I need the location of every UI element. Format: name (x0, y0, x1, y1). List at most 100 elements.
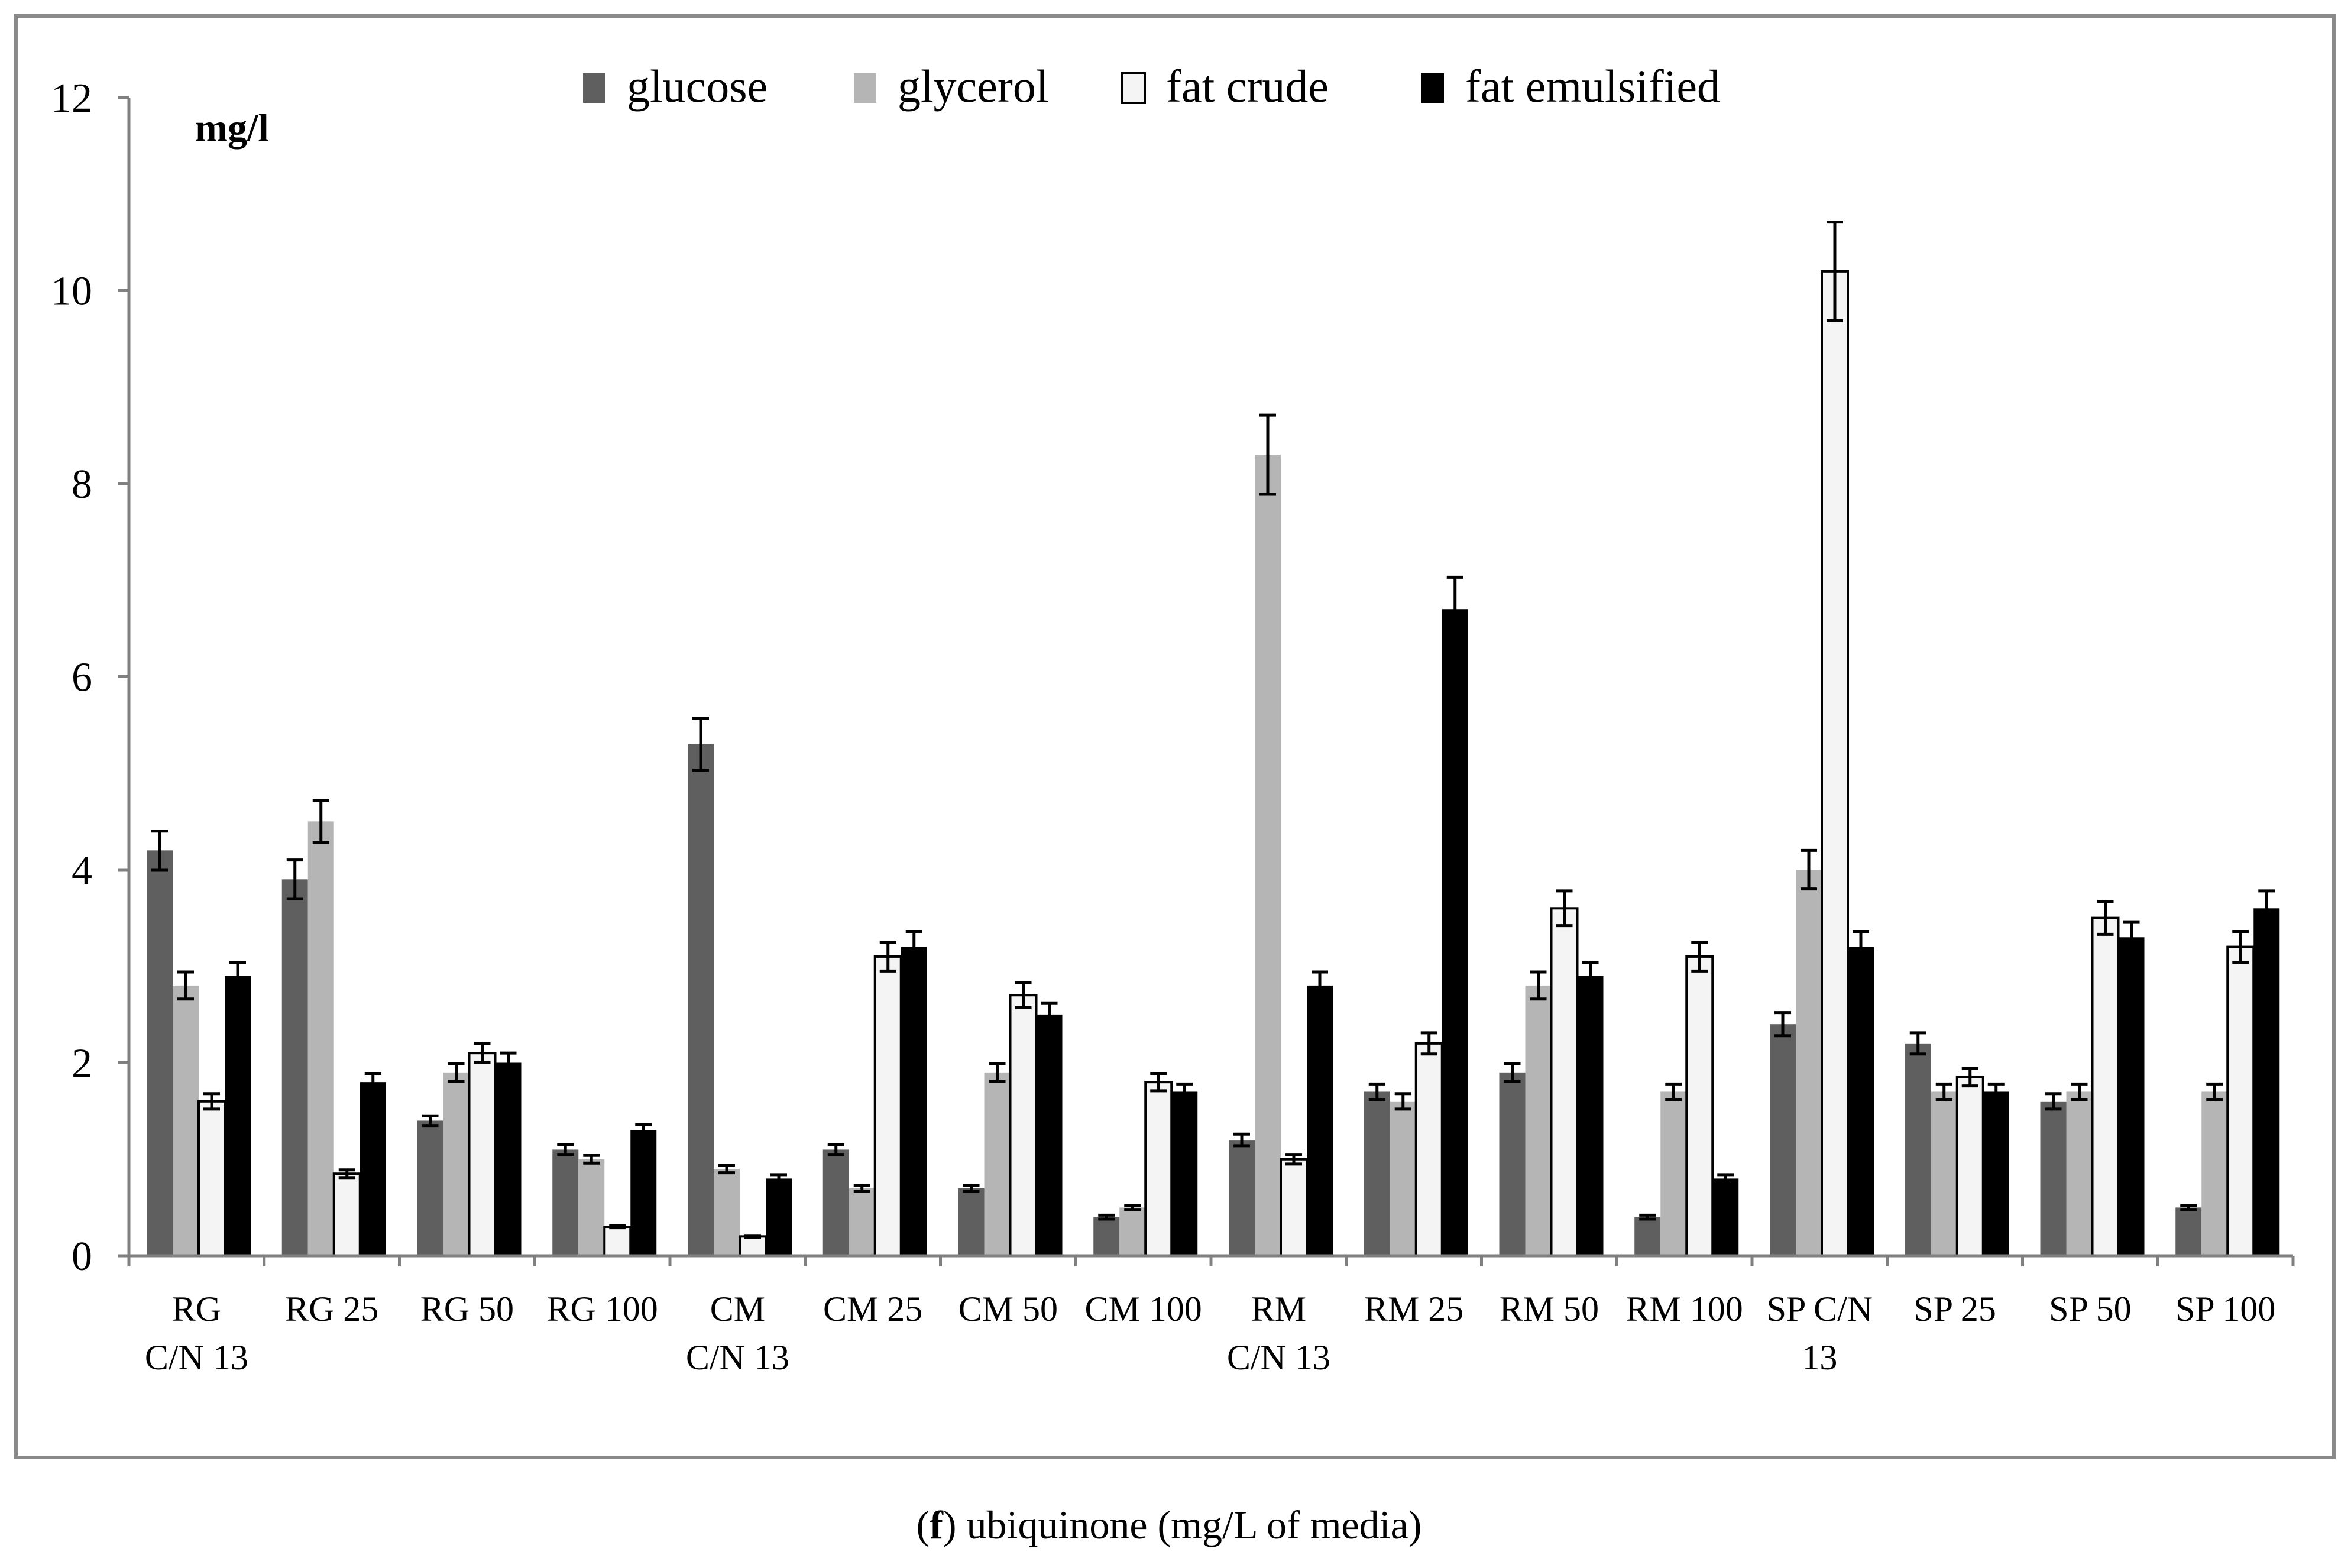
bar-glucose (1499, 1072, 1526, 1256)
bar-fat-crude (739, 1235, 767, 1258)
bar-glucose (2040, 1101, 2067, 1256)
bar-glycerol (1119, 1207, 1146, 1256)
bar-fat-emulsified (495, 1062, 522, 1256)
bar-glucose (1634, 1217, 1661, 1256)
y-tick-label: 8 (72, 462, 92, 507)
x-tick-label: C/N 13 (686, 1338, 789, 1377)
bar-fat-crude (1144, 1081, 1173, 1258)
bar-fat-emulsified (2118, 937, 2145, 1256)
bar-fat-crude (1550, 907, 1579, 1258)
legend-label-fat-crude: fat crude (1166, 60, 1329, 112)
x-tick-label: SP 50 (2049, 1290, 2132, 1329)
bar-glycerol (2201, 1091, 2228, 1256)
y-tick-label: 0 (72, 1234, 92, 1279)
bar-fat-crude (2091, 916, 2120, 1257)
y-tick-label: 6 (72, 655, 92, 701)
figure-caption: (f) ubiquinone (mg/L of media) (0, 1502, 2338, 1548)
bar-fat-emulsified (1442, 609, 1468, 1256)
bar-fat-emulsified (2253, 908, 2280, 1256)
x-tick-label: CM 100 (1084, 1290, 1202, 1329)
bar-fat-emulsified (630, 1130, 657, 1256)
y-tick-label: 12 (51, 76, 92, 121)
bar-fat-emulsified (1171, 1091, 1198, 1256)
bar-glycerol (984, 1072, 1011, 1256)
bar-fat-emulsified (766, 1178, 792, 1256)
bar-glucose (822, 1149, 849, 1256)
bar-fat-crude (1280, 1158, 1308, 1257)
bar-glucose (2175, 1207, 2202, 1256)
x-tick-label: RG 50 (420, 1290, 514, 1329)
legend-label-fat-emulsified: fat emulsified (1465, 60, 1720, 112)
bar-fat-emulsified (225, 976, 251, 1256)
bar-fat-emulsified (360, 1082, 386, 1256)
bar-glycerol (443, 1072, 469, 1256)
legend-swatch-glucose (583, 73, 605, 103)
bar-glycerol (578, 1159, 605, 1256)
y-tick-label: 2 (72, 1041, 92, 1087)
bar-glucose (1905, 1043, 1931, 1256)
caption-letter: f (930, 1502, 943, 1547)
x-tick-label: CM (710, 1290, 765, 1329)
x-tick-label: SP C/N (1767, 1290, 1873, 1329)
legend-swatch-fat-crude (1121, 72, 1146, 104)
bar-fat-emulsified (1712, 1178, 1739, 1256)
y-tick-label: 4 (72, 848, 92, 893)
bar-glycerol (714, 1169, 740, 1256)
x-tick-label: C/N 13 (145, 1338, 248, 1377)
x-tick-label: C/N 13 (1227, 1338, 1330, 1377)
bar-glucose (1093, 1217, 1120, 1256)
bar-fat-crude (1685, 955, 1714, 1258)
bar-fat-emulsified (1848, 947, 1874, 1256)
bar-glucose (417, 1120, 443, 1256)
x-tick-label: RG (172, 1290, 221, 1329)
x-tick-label: RM 100 (1625, 1290, 1743, 1329)
bar-glucose (281, 879, 308, 1256)
x-tick-label: RG 25 (285, 1290, 378, 1329)
legend-label-glycerol: glycerol (898, 60, 1049, 112)
bar-glucose (958, 1188, 985, 1256)
y-axis-label: mg/l (195, 106, 269, 150)
bar-fat-crude (1955, 1075, 1984, 1258)
x-tick-label: RM 50 (1500, 1290, 1599, 1329)
bar-glycerol (849, 1188, 875, 1256)
y-tick-label: 10 (51, 269, 92, 315)
bar-fat-crude (1009, 994, 1038, 1257)
bar-glucose (1364, 1091, 1390, 1256)
bar-fat-crude (332, 1172, 361, 1258)
bar-glycerol (307, 821, 334, 1256)
bar-glucose (147, 850, 173, 1256)
bar-fat-emulsified (1577, 976, 1604, 1256)
x-tick-label: RM 25 (1364, 1290, 1463, 1329)
legend-swatch-fat-emulsified (1421, 73, 1444, 103)
bar-fat-emulsified (1307, 985, 1333, 1256)
caption-text: ubiquinone (mg/L of media) (956, 1502, 1422, 1547)
legend-label-glucose: glucose (627, 60, 768, 112)
bar-glycerol (2066, 1091, 2093, 1256)
bar-glycerol (1390, 1101, 1416, 1256)
bar-glucose (1229, 1140, 1255, 1256)
x-tick-label: SP 25 (1913, 1290, 1996, 1329)
bar-fat-crude (2226, 945, 2255, 1257)
bar-fat-emulsified (901, 947, 927, 1256)
caption-open-paren: ( (916, 1502, 930, 1547)
x-tick-label: CM 50 (958, 1290, 1058, 1329)
bar-glucose (552, 1149, 579, 1256)
caption-close-paren: ) (943, 1502, 957, 1547)
bar-glycerol (1796, 870, 1822, 1256)
bar-fat-crude (468, 1052, 497, 1258)
x-tick-label: 13 (1802, 1338, 1837, 1377)
legend-swatch-glycerol (854, 73, 876, 103)
bar-fat-emulsified (1983, 1091, 2009, 1256)
x-tick-label: RM (1251, 1290, 1306, 1329)
bar-glycerol (173, 985, 199, 1256)
bar-glucose (1770, 1024, 1796, 1256)
bar-fat-crude (1821, 270, 1849, 1258)
bar-fat-crude (873, 955, 902, 1258)
bar-fat-crude (603, 1226, 632, 1257)
bar-glycerol (1255, 455, 1281, 1256)
bar-glycerol (1931, 1091, 1957, 1256)
bar-glucose (688, 744, 714, 1256)
x-tick-label: RG 100 (546, 1290, 658, 1329)
chart-frame (14, 14, 2336, 1459)
